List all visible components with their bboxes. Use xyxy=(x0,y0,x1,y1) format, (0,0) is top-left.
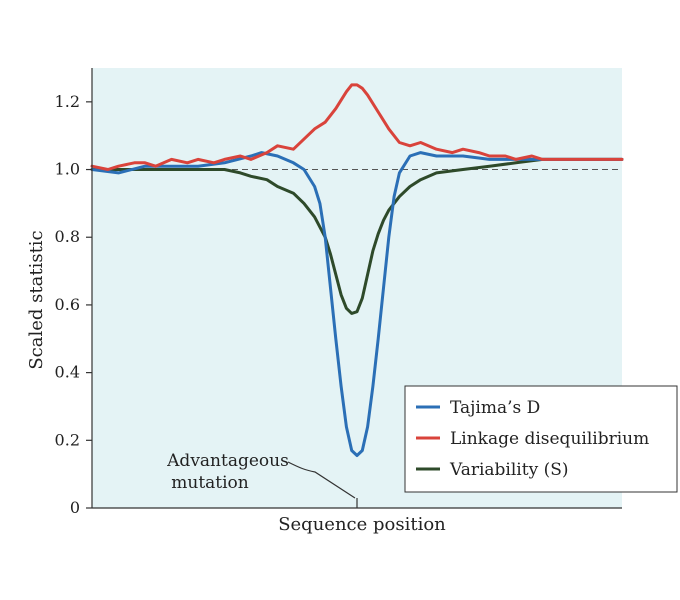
series-group xyxy=(90,83,624,457)
y-axis-label: Scaled statistic xyxy=(26,230,47,369)
legend-box xyxy=(404,385,678,493)
series-line-variability xyxy=(90,157,624,315)
y-tick-label: 0.8 xyxy=(55,227,80,246)
annotation-line-2: mutation xyxy=(171,473,249,493)
annotation: Advantageous mutation xyxy=(166,451,358,508)
y-tick-label: 1.0 xyxy=(55,160,80,179)
y-tick-label: 1.2 xyxy=(55,92,80,111)
annotation-line-1: Advantageous xyxy=(166,451,289,471)
legend: Tajima’s D Linkage disequilibrium Variab… xyxy=(404,385,678,493)
series-line-tajima xyxy=(90,151,624,457)
legend-label-tajima: Tajima’s D xyxy=(450,398,540,418)
legend-label-variability: Variability (S) xyxy=(449,460,569,480)
y-ticks-group: 0 0.2 0.4 0.6 0.8 1.0 1.2 xyxy=(55,92,92,517)
y-tick-label: 0.4 xyxy=(55,363,80,382)
x-axis-label: Sequence position xyxy=(278,514,446,535)
annotation-arrow xyxy=(287,461,356,499)
series-line-linkage xyxy=(90,83,624,171)
legend-label-linkage: Linkage disequilibrium xyxy=(450,429,649,449)
y-tick-label: 0.6 xyxy=(55,295,80,314)
y-tick-label: 0 xyxy=(70,498,80,517)
y-tick-label: 0.2 xyxy=(55,430,80,449)
